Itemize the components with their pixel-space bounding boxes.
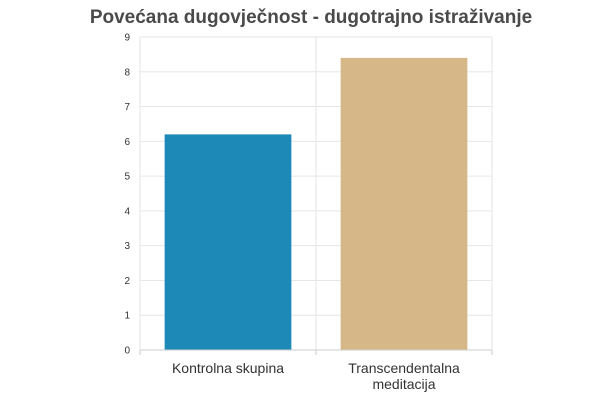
y-tick-label: 3 xyxy=(124,241,130,252)
y-tick-label: 5 xyxy=(124,172,130,183)
bars xyxy=(164,57,468,350)
y-tick-label: 6 xyxy=(124,137,130,148)
y-tick-label: 1 xyxy=(124,311,130,322)
chart-title: Povećana dugovječnost - dugotrajno istra… xyxy=(90,7,532,28)
bar xyxy=(340,57,468,350)
x-tick-label-line: meditacija xyxy=(372,376,435,392)
y-axis-ticks: 0 1 2 3 4 5 6 7 8 9 xyxy=(124,33,130,357)
y-tick-label: 9 xyxy=(124,33,130,44)
x-tick-label: Transcendentalna meditacija xyxy=(348,360,460,392)
y-tick-label: 2 xyxy=(124,276,130,287)
y-tick-label: 8 xyxy=(124,67,130,78)
y-tick-label: 4 xyxy=(124,206,130,217)
x-tick-label: Kontrolna skupina xyxy=(172,360,284,376)
y-tick-label: 0 xyxy=(124,346,130,357)
x-tick-label-line: Transcendentalna xyxy=(348,360,460,376)
bar xyxy=(164,134,292,350)
y-tick-label: 7 xyxy=(124,102,130,113)
x-tick-label-line: Kontrolna skupina xyxy=(172,360,284,376)
axes xyxy=(139,349,493,355)
x-axis-ticks: Kontrolna skupina Transcendentalna meditac… xyxy=(172,360,460,392)
